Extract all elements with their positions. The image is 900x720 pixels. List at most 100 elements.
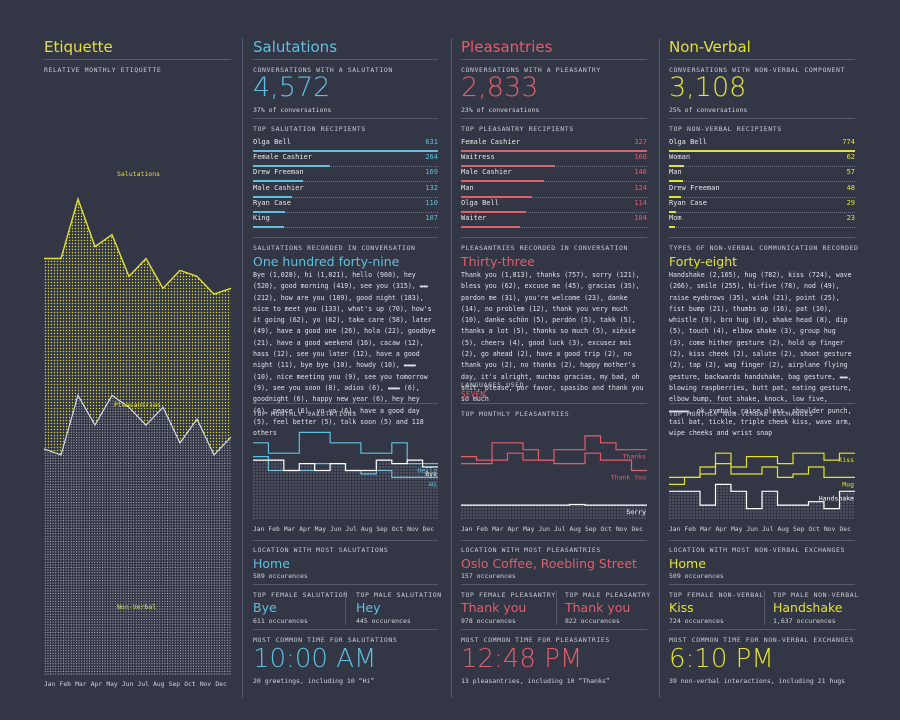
month-tick-label: Apr (299, 526, 311, 533)
pleasantries-female-count: 978 occurences (461, 617, 516, 625)
month-tick-label: Oct (600, 526, 612, 533)
recipient-row: Ryan Case 29 (669, 197, 855, 213)
salutations-list-text: Bye (1,028), hi (1,021), hello (960), he… (253, 271, 436, 438)
month-tick-label: May (106, 681, 118, 688)
recipient-name: Olga Bell (461, 198, 499, 207)
nonverbal-time: 6:10 PM (669, 644, 774, 674)
month-tick-label: Nov (616, 526, 628, 533)
series-fill (253, 460, 438, 519)
nonverbal-column: Non-Verbal CONVERSATIONS WITH NON-VERBAL… (669, 0, 858, 720)
month-tick-label: Jul (554, 526, 566, 533)
recipient-value: 48 (846, 183, 855, 192)
recipient-row: Waitress 166 (461, 151, 647, 168)
series-line-thank-you (461, 452, 647, 472)
recipient-name: Female Cashier (253, 153, 313, 162)
pleasantries-male-count: 822 occurences (565, 617, 620, 625)
month-tick-label: Feb (476, 526, 488, 533)
month-tick-label: Mar (283, 526, 296, 533)
recipient-value: 62 (846, 153, 855, 162)
series-line-sorry (461, 503, 647, 506)
recipient-name: Male Cashier (253, 183, 304, 192)
recipient-bar (669, 165, 684, 168)
recipient-name: Olga Bell (253, 138, 291, 146)
recipient-name: Female Cashier (461, 138, 521, 146)
nonverbal-time-caption: MOST COMMON TIME FOR NON-VERBAL EXCHANGE… (669, 636, 855, 644)
recipient-name: Mom (669, 214, 682, 222)
pleasantries-time-caption: MOST COMMON TIME FOR PLEASANTRIES (461, 636, 610, 644)
divider (253, 118, 438, 119)
month-tick-label: Mar (492, 526, 504, 533)
recipient-value: 124 (634, 183, 647, 192)
divider (253, 584, 438, 585)
salutations-recipients-caption: TOP SALUTATION RECIPIENTS (253, 125, 366, 133)
etiquette-label-pleasantries: Pleasantries (114, 401, 161, 409)
divider (345, 590, 346, 625)
divider (461, 540, 647, 541)
series-label: Thanks (623, 453, 647, 461)
recipient-bar (461, 226, 521, 228)
nonverbal-male-caption: TOP MALE NON-VERBAL (773, 591, 859, 599)
recipient-bar (253, 180, 303, 183)
divider (461, 237, 647, 238)
month-tick-label: Jan (44, 681, 56, 688)
month-tick-label: Aug (777, 526, 789, 533)
month-tick-label: Jul (137, 681, 149, 688)
recipient-bar (669, 226, 675, 228)
divider (461, 584, 647, 585)
salutations-location-count: 589 occurences (253, 572, 308, 580)
month-tick-label: Jul (345, 526, 357, 533)
salutations-monthly-caption: TOP MONTHLY SALUTATIONS (253, 410, 357, 418)
etiquette-label-salutations: Salutations (117, 170, 161, 178)
month-tick-label: Nov (199, 681, 212, 688)
month-tick-label: Mar (700, 526, 712, 533)
recipient-row: Drew Freeman 48 (669, 182, 855, 198)
recipient-row: Olga Bell 114 (461, 197, 647, 213)
month-tick-label: Dec (215, 681, 227, 688)
month-tick-label: Oct (391, 526, 404, 533)
salutations-time-caption: MOST COMMON TIME FOR SALUTATIONS (253, 636, 398, 644)
recipient-bar (253, 226, 285, 228)
divider (253, 629, 438, 630)
divider (669, 403, 855, 404)
month-tick-label: Dec (631, 526, 643, 533)
nonverbal-recipients-list: Olga Bell 774 Woman 62 Man 57 Drew Freeman 48 Ry… (669, 136, 855, 228)
month-tick-label: Feb (684, 526, 696, 533)
recipient-name: Waitress (461, 153, 495, 162)
divider (461, 629, 647, 630)
recipient-bar (461, 165, 556, 168)
salutations-female-count: 611 occurences (253, 617, 308, 625)
pleasantries-time-detail: 13 pleasantries, including 10 “Thanks” (461, 677, 610, 685)
recipient-name: Olga Bell (669, 138, 707, 146)
nonverbal-time-detail: 39 non-verbal interactions, including 21… (669, 677, 846, 685)
salutations-x-axis: Jan Feb Mar Apr May Jun Jul Aug Sep Oct Nov Dec (253, 526, 438, 536)
recipient-name: Woman (669, 153, 691, 162)
series-label: Kiss (838, 456, 854, 464)
etiquette-column: Etiquette RELATIVE MONTHLY ETIQUETTE Sal… (43, 0, 232, 720)
month-tick-label: Sep (376, 526, 388, 533)
month-tick-label: Nov (824, 526, 836, 533)
recipient-bar (253, 195, 292, 198)
recipient-row: Olga Bell 774 (669, 136, 855, 152)
month-tick-label: Aug (153, 681, 165, 688)
salutations-time-detail: 20 greetings, including 10 “Hi” (253, 677, 375, 685)
recipient-value: 107 (425, 214, 438, 222)
recipient-value: 104 (634, 214, 647, 222)
recipient-bar (461, 195, 532, 198)
nonverbal-recipients-caption: TOP NON-VERBAL RECIPIENTS (669, 125, 782, 133)
recipient-value: 169 (425, 168, 438, 177)
recipient-value: 23 (846, 214, 855, 222)
pleasantries-boundary-line (43, 393, 232, 456)
divider (669, 584, 855, 585)
recipient-value: 264 (425, 153, 438, 162)
month-tick-label: May (731, 526, 743, 533)
salutations-recorded-count: One hundred forty-nine (253, 254, 400, 269)
divider (44, 59, 231, 60)
pleasantries-location-count: 157 occurences (461, 572, 516, 580)
nonverbal-list-text: Handshake (2,165), hug (782), kiss (724)… (669, 271, 852, 438)
recipient-name: Ryan Case (669, 198, 707, 207)
month-tick-label: Apr (507, 526, 519, 533)
series-line-bye (253, 459, 438, 472)
month-tick-label: Dec (422, 526, 434, 533)
salutations-count: 4,572 (253, 72, 331, 103)
month-tick-label: Dec (839, 526, 851, 533)
